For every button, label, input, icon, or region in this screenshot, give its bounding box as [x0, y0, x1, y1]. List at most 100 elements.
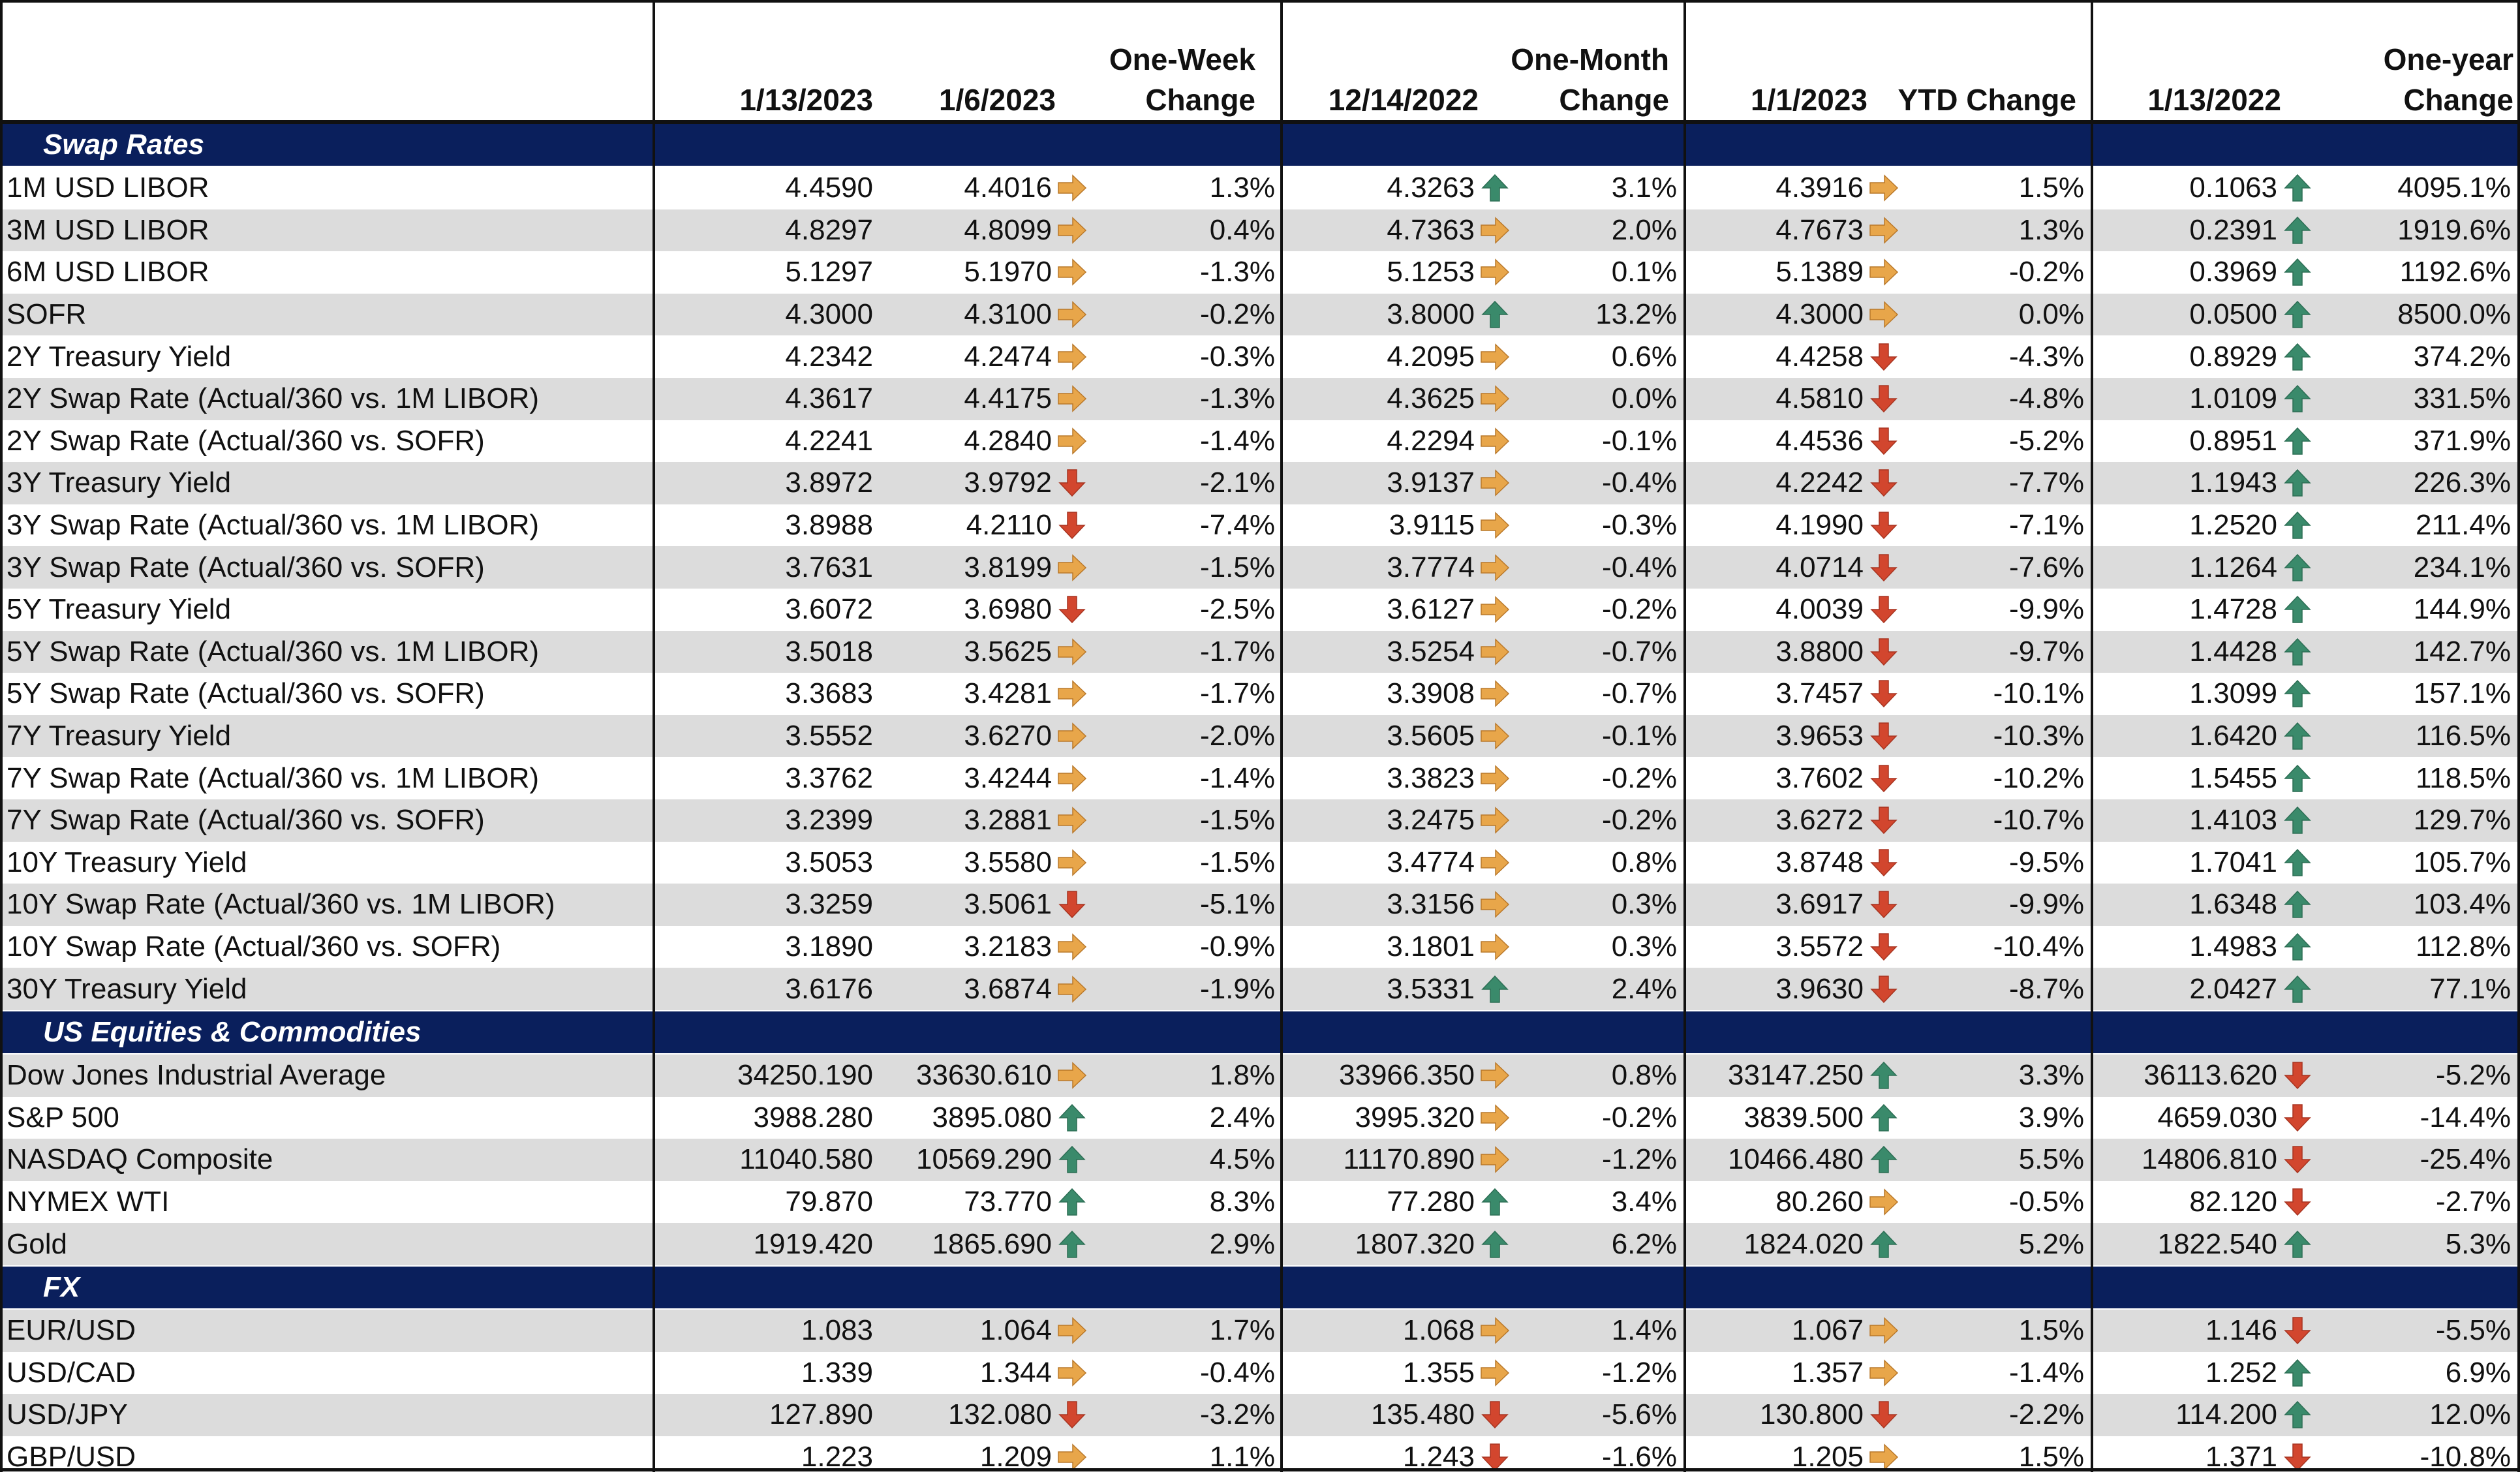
arrow-right-icon — [1481, 933, 1510, 961]
value-cell: 3.4774 — [1282, 842, 1518, 884]
arrow-right-icon — [1481, 764, 1510, 792]
change-cell: 103.4% — [2413, 888, 2511, 921]
value-text: 127.890 — [769, 1398, 873, 1431]
value-cell: 1824.020 — [1685, 1223, 1907, 1265]
arrow-right-icon — [1481, 1359, 1510, 1387]
value-cell: 33630.610 — [873, 1055, 1095, 1097]
value-cell: 4.0714 — [1685, 546, 1907, 589]
row-label-text: USD/CAD — [7, 1356, 136, 1389]
value-text: 1822.540 — [2157, 1227, 2277, 1260]
value-cell: 3.4244 — [873, 757, 1095, 799]
change-cell: -0.3% — [1200, 340, 1275, 373]
change-cell: -4.3% — [2009, 340, 2084, 373]
row-label: 5Y Swap Rate (Actual/360 vs. SOFR) — [0, 673, 653, 715]
change-cell: -1.7% — [1200, 635, 1275, 668]
value-cell: 3.5625 — [873, 631, 1095, 673]
row-label: 30Y Treasury Yield — [0, 968, 653, 1010]
row-label-text: 5Y Treasury Yield — [7, 593, 232, 626]
value-text: 0.1063 — [2189, 172, 2277, 204]
value-cell: 3.7774 — [1282, 546, 1518, 589]
value-cell: 3.6272 — [1685, 799, 1907, 842]
value-cell: 4.4590 — [654, 167, 873, 209]
arrow-down-icon — [1870, 891, 1898, 919]
table-row: 7Y Swap Rate (Actual/360 vs. 1M LIBOR) 3.… — [0, 757, 2520, 799]
table-row: 2Y Swap Rate (Actual/360 vs. 1M LIBOR) 4.… — [0, 378, 2520, 420]
table-row: 6M USD LIBOR 5.1297 5.1970 -1.3% 5.1253 0.1% 5… — [0, 251, 2520, 294]
table-row: 10Y Treasury Yield 3.5053 3.5580 -1.5% 3.477… — [0, 842, 2520, 884]
row-label: 3Y Swap Rate (Actual/360 vs. SOFR) — [0, 546, 653, 589]
value-text: 3.1801 — [1387, 931, 1475, 963]
value-text: 3.6272 — [1775, 804, 1864, 837]
value-text: 0.0500 — [2189, 298, 2277, 331]
row-label: 3Y Swap Rate (Actual/360 vs. 1M LIBOR) — [0, 504, 653, 547]
arrow-down-icon — [1870, 764, 1898, 792]
value-text: 1865.690 — [932, 1227, 1052, 1260]
section-header: US Equities & Commodities — [0, 1011, 2520, 1053]
value-text: 1.146 — [2205, 1314, 2277, 1347]
value-text: 1.339 — [801, 1356, 873, 1389]
value-text: 1.243 — [1402, 1441, 1475, 1473]
value-text: 3.8972 — [785, 467, 873, 499]
value-text: 132.080 — [947, 1398, 1052, 1431]
change-cell: -1.2% — [1602, 1356, 1677, 1389]
value-text: 4.2294 — [1387, 424, 1475, 457]
value-cell: 3895.080 — [873, 1097, 1095, 1139]
change-cell: 374.2% — [2413, 340, 2511, 373]
value-cell: 1.2520 — [2092, 504, 2320, 547]
value-cell: 3.6980 — [873, 589, 1095, 631]
value-cell: 1.209 — [873, 1436, 1095, 1478]
row-label: 10Y Swap Rate (Actual/360 vs. 1M LIBOR) — [0, 884, 653, 926]
value-text: 4.2241 — [785, 424, 873, 457]
change-cell: -0.5% — [2009, 1186, 2084, 1218]
value-text: 3.9137 — [1387, 467, 1475, 499]
table-row: NASDAQ Composite 11040.580 10569.290 4.5% 11… — [0, 1139, 2520, 1181]
value-cell: 3.5053 — [654, 842, 873, 884]
value-cell: 0.2391 — [2092, 209, 2320, 252]
change-cell: 5.2% — [2018, 1227, 2084, 1260]
arrow-down-icon — [1870, 638, 1898, 666]
change-cell: 112.8% — [2416, 931, 2511, 963]
value-cell: 3.5572 — [1685, 926, 1907, 968]
value-cell: 4.8099 — [873, 209, 1095, 252]
arrow-down-icon — [1870, 427, 1898, 455]
value-text: 3.5625 — [964, 635, 1052, 668]
arrow-down-icon — [2284, 1317, 2311, 1345]
arrow-right-icon — [1869, 174, 1899, 202]
value-text: 3.4774 — [1387, 846, 1475, 878]
value-text: 1.371 — [2205, 1441, 2277, 1473]
row-label-text: 10Y Swap Rate (Actual/360 vs. SOFR) — [7, 931, 501, 963]
change-cell: -10.3% — [1993, 720, 2084, 752]
value-text: 80.260 — [1775, 1186, 1864, 1218]
value-text: 11040.580 — [739, 1143, 873, 1176]
change-cell: 331.5% — [2413, 382, 2511, 415]
arrow-down-icon — [1481, 1443, 1509, 1471]
value-cell: 3.1801 — [1282, 926, 1518, 968]
arrow-right-icon — [1481, 553, 1510, 581]
value-cell: 3.7457 — [1685, 673, 1907, 715]
row-label-text: 2Y Treasury Yield — [7, 340, 232, 373]
arrow-up-icon — [2284, 553, 2311, 581]
row-label: 7Y Swap Rate (Actual/360 vs. 1M LIBOR) — [0, 757, 653, 799]
value-cell: 1.083 — [654, 1310, 873, 1352]
row-label-text: 6M USD LIBOR — [7, 256, 209, 288]
value-text: 3.2475 — [1387, 804, 1475, 837]
value-text: 3.5605 — [1387, 720, 1475, 752]
change-cell: -0.2% — [1602, 762, 1677, 794]
change-cell: 144.9% — [2413, 593, 2511, 626]
arrow-down-icon — [1058, 596, 1086, 624]
value-cell: 0.0500 — [2092, 294, 2320, 336]
change-cell: 0.1% — [1611, 256, 1677, 288]
header-date: 1/13/2022 — [2147, 83, 2281, 117]
change-cell: -5.2% — [2436, 1059, 2511, 1092]
value-cell: 3.3908 — [1282, 673, 1518, 715]
value-cell: 1822.540 — [2092, 1223, 2320, 1265]
value-cell: 1.6420 — [2092, 715, 2320, 758]
value-text: 4.3000 — [1775, 298, 1864, 331]
arrow-down-icon — [1870, 933, 1898, 961]
header-col-4: 12/14/2022 — [1282, 0, 1479, 123]
arrow-up-icon — [2284, 1230, 2311, 1258]
change-cell: 371.9% — [2413, 424, 2511, 457]
change-cell: -1.4% — [1200, 762, 1275, 794]
change-cell: 8500.0% — [2397, 298, 2511, 331]
arrow-right-icon — [1481, 469, 1510, 497]
